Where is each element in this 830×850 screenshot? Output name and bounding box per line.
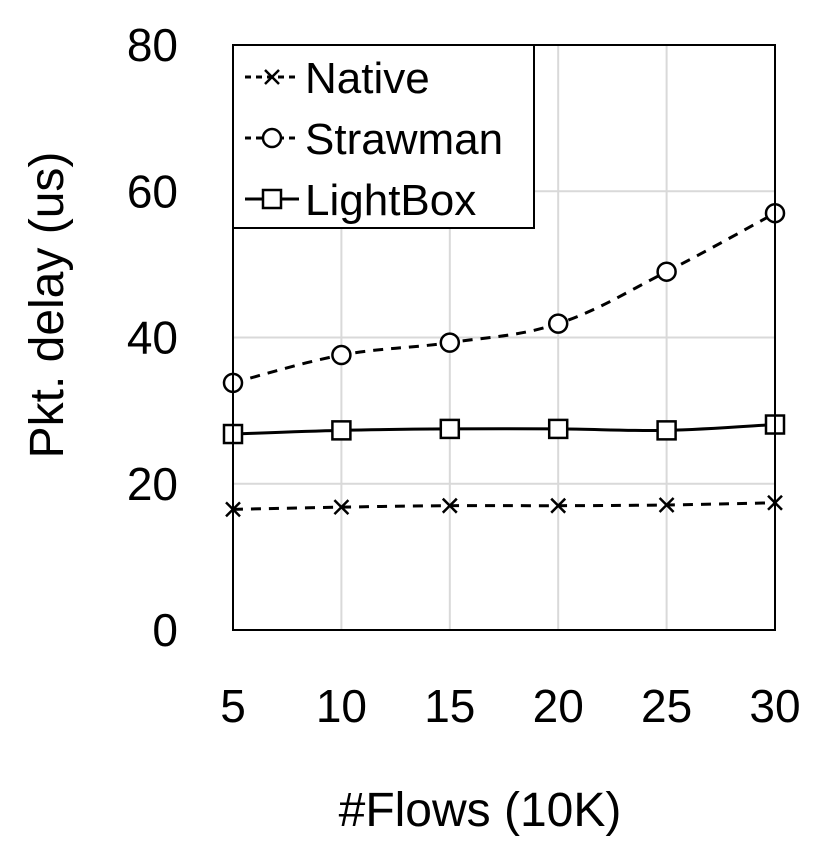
- native-line: [232, 501, 776, 511]
- legend: Native Strawman LightBox: [232, 44, 535, 229]
- lightbox-point: [656, 420, 677, 441]
- strawman-line: [232, 211, 776, 385]
- native-point: [550, 497, 567, 514]
- x-tick-label: 25: [641, 680, 692, 732]
- strawman-point: [656, 261, 677, 282]
- x-axis-title: #Flows (10K): [339, 784, 622, 837]
- y-tick-label: 60: [127, 165, 178, 217]
- x-tick-label: 10: [316, 680, 367, 732]
- strawman-point: [331, 344, 352, 366]
- series-layer: [222, 202, 786, 518]
- x-tick-label: 15: [424, 680, 475, 732]
- y-axis-title: Pkt. delay (us): [21, 152, 74, 459]
- legend-marker: [261, 188, 283, 210]
- legend-label: LightBox: [305, 176, 476, 225]
- y-tick-label: 20: [127, 458, 178, 510]
- x-tick-label: 30: [749, 680, 800, 732]
- tick-labels: 0 20 40 60 80 5 10 15 20 25 30: [127, 19, 801, 732]
- legend-item-strawman: Strawman: [245, 115, 503, 164]
- native-point: [333, 499, 350, 516]
- series-lightbox: [222, 414, 786, 445]
- legend-marker: [264, 69, 280, 85]
- native-point: [658, 497, 675, 513]
- series-strawman: [222, 202, 786, 394]
- lightbox-point: [439, 418, 461, 440]
- legend-item-lightbox: LightBox: [245, 176, 476, 225]
- legend-label: Native: [305, 54, 430, 103]
- y-tick-label: 40: [127, 312, 178, 364]
- lightbox-point: [331, 420, 352, 441]
- y-tick-label: 0: [152, 604, 178, 656]
- lightbox-point: [547, 418, 569, 440]
- lightbox-line: [232, 423, 776, 436]
- y-tick-label: 80: [127, 19, 178, 71]
- legend-label: Strawman: [305, 115, 503, 164]
- strawman-point: [547, 313, 569, 334]
- legend-marker: [261, 127, 283, 149]
- series-native: [225, 494, 783, 518]
- legend-item-native: Native: [245, 54, 430, 103]
- strawman-point: [439, 332, 461, 353]
- x-tick-label: 5: [220, 680, 246, 732]
- x-tick-label: 20: [533, 680, 584, 732]
- native-point: [441, 497, 458, 514]
